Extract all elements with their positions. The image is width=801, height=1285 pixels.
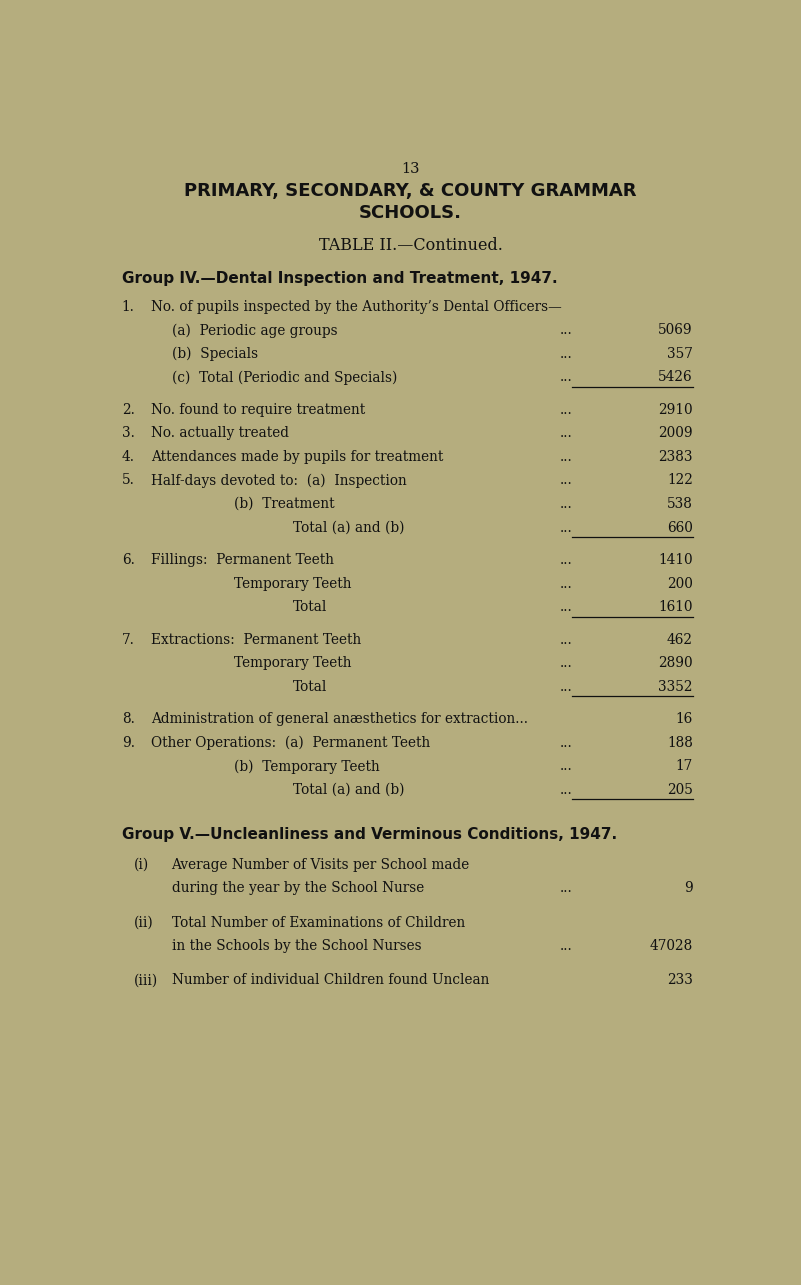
Text: Number of individual Children found Unclean: Number of individual Children found Uncl… [171, 973, 489, 987]
Text: ...: ... [559, 632, 572, 646]
Text: 1610: 1610 [658, 600, 693, 614]
Text: 7.: 7. [122, 632, 135, 646]
Text: ...: ... [559, 553, 572, 567]
Text: SCHOOLS.: SCHOOLS. [359, 204, 462, 222]
Text: No. of pupils inspected by the Authority’s Dental Officers—: No. of pupils inspected by the Authority… [151, 299, 562, 314]
Text: (ii): (ii) [135, 916, 154, 929]
Text: ...: ... [559, 577, 572, 591]
Text: 3.: 3. [122, 427, 135, 441]
Text: 205: 205 [667, 783, 693, 797]
Text: Other Operations:  (a)  Permanent Teeth: Other Operations: (a) Permanent Teeth [151, 736, 430, 750]
Text: 6.: 6. [122, 553, 135, 567]
Text: ...: ... [559, 473, 572, 487]
Text: 2009: 2009 [658, 427, 693, 441]
Text: Administration of general anæsthetics for extraction...: Administration of general anæsthetics fo… [151, 712, 528, 726]
Text: 538: 538 [667, 497, 693, 511]
Text: 2383: 2383 [658, 450, 693, 464]
Text: ...: ... [559, 427, 572, 441]
Text: Total: Total [292, 600, 327, 614]
Text: ...: ... [559, 520, 572, 535]
Text: 2910: 2910 [658, 402, 693, 416]
Text: Total (a) and (b): Total (a) and (b) [292, 520, 404, 535]
Text: (i): (i) [135, 858, 150, 873]
Text: 5.: 5. [122, 473, 135, 487]
Text: ...: ... [559, 759, 572, 774]
Text: 2890: 2890 [658, 657, 693, 671]
Text: 8.: 8. [122, 712, 135, 726]
Text: 660: 660 [667, 520, 693, 535]
Text: ...: ... [559, 370, 572, 384]
Text: 9: 9 [684, 882, 693, 896]
Text: 233: 233 [667, 973, 693, 987]
Text: Group V.—Uncleanliness and Verminous Conditions, 1947.: Group V.—Uncleanliness and Verminous Con… [122, 828, 617, 842]
Text: Fillings:  Permanent Teeth: Fillings: Permanent Teeth [151, 553, 334, 567]
Text: 16: 16 [676, 712, 693, 726]
Text: 188: 188 [667, 736, 693, 749]
Text: 122: 122 [667, 473, 693, 487]
Text: Temporary Teeth: Temporary Teeth [234, 657, 351, 671]
Text: 200: 200 [667, 577, 693, 591]
Text: Total Number of Examinations of Children: Total Number of Examinations of Children [171, 916, 465, 929]
Text: (b)  Temporary Teeth: (b) Temporary Teeth [234, 759, 380, 774]
Text: ...: ... [559, 324, 572, 337]
Text: 3352: 3352 [658, 680, 693, 694]
Text: ...: ... [559, 783, 572, 797]
Text: 13: 13 [401, 162, 420, 176]
Text: (c)  Total (Periodic and Specials): (c) Total (Periodic and Specials) [171, 370, 396, 384]
Text: ...: ... [559, 600, 572, 614]
Text: ...: ... [559, 680, 572, 694]
Text: 5069: 5069 [658, 324, 693, 337]
Text: PRIMARY, SECONDARY, & COUNTY GRAMMAR: PRIMARY, SECONDARY, & COUNTY GRAMMAR [184, 182, 637, 200]
Text: Half-days devoted to:  (a)  Inspection: Half-days devoted to: (a) Inspection [151, 473, 407, 488]
Text: 17: 17 [676, 759, 693, 774]
Text: (iii): (iii) [135, 973, 159, 987]
Text: Total (a) and (b): Total (a) and (b) [292, 783, 404, 797]
Text: 1410: 1410 [658, 553, 693, 567]
Text: 2.: 2. [122, 402, 135, 416]
Text: 4.: 4. [122, 450, 135, 464]
Text: ...: ... [559, 497, 572, 511]
Text: ...: ... [559, 939, 572, 953]
Text: ...: ... [559, 347, 572, 361]
Text: Average Number of Visits per School made: Average Number of Visits per School made [171, 858, 469, 873]
Text: 1.: 1. [122, 299, 135, 314]
Text: ...: ... [559, 657, 572, 671]
Text: Temporary Teeth: Temporary Teeth [234, 577, 351, 591]
Text: 462: 462 [667, 632, 693, 646]
Text: Total: Total [292, 680, 327, 694]
Text: Group IV.—Dental Inspection and Treatment, 1947.: Group IV.—Dental Inspection and Treatmen… [122, 271, 557, 287]
Text: TABLE II.—Continued.: TABLE II.—Continued. [319, 238, 502, 254]
Text: 357: 357 [667, 347, 693, 361]
Text: 5426: 5426 [658, 370, 693, 384]
Text: during the year by the School Nurse: during the year by the School Nurse [171, 882, 424, 896]
Text: Attendances made by pupils for treatment: Attendances made by pupils for treatment [151, 450, 444, 464]
Text: Extractions:  Permanent Teeth: Extractions: Permanent Teeth [151, 632, 361, 646]
Text: ...: ... [559, 882, 572, 896]
Text: No. actually treated: No. actually treated [151, 427, 289, 441]
Text: 47028: 47028 [650, 939, 693, 953]
Text: ...: ... [559, 450, 572, 464]
Text: ...: ... [559, 402, 572, 416]
Text: 9.: 9. [122, 736, 135, 749]
Text: in the Schools by the School Nurses: in the Schools by the School Nurses [171, 939, 421, 953]
Text: No. found to require treatment: No. found to require treatment [151, 402, 365, 416]
Text: ...: ... [559, 736, 572, 749]
Text: (b)  Treatment: (b) Treatment [234, 497, 334, 511]
Text: (b)  Specials: (b) Specials [171, 347, 258, 361]
Text: (a)  Periodic age groups: (a) Periodic age groups [171, 324, 337, 338]
